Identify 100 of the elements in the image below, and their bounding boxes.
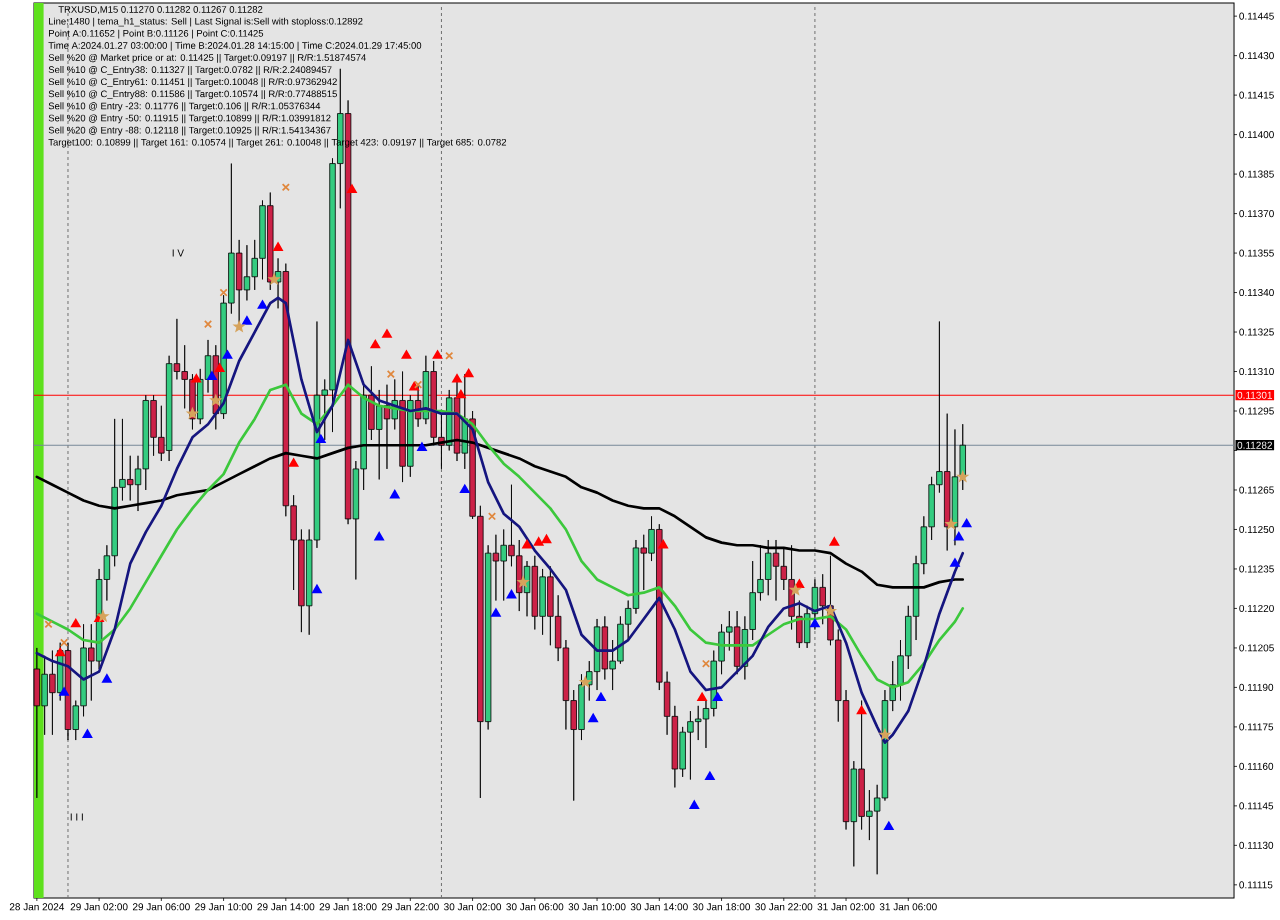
point: [312, 584, 322, 594]
point: [55, 647, 65, 657]
point: [445, 351, 454, 360]
point: [712, 692, 723, 702]
point: [459, 484, 470, 494]
y-tick-label: 0.11175: [1239, 723, 1274, 731]
point: [452, 374, 462, 383]
y-tick-label: 0.11370: [1239, 210, 1274, 218]
point: [541, 534, 552, 544]
point: [533, 537, 544, 546]
y-tick-label: 0.11235: [1239, 565, 1274, 573]
point: [794, 579, 805, 588]
point: [44, 620, 53, 629]
point: [97, 610, 109, 621]
x-tick-label: 30 Jan 22:00: [755, 903, 813, 911]
y-tick-label: 0.11340: [1239, 289, 1274, 297]
x-tick-label: 29 Jan 18:00: [319, 903, 377, 911]
x-tick-label: 30 Jan 10:00: [568, 903, 626, 911]
point: [517, 576, 529, 587]
y-tick-label: 0.11220: [1239, 604, 1274, 612]
annotation: Sell %10 @ C_Entry38: 0.11327 || Target:0.0782 || R/R:2.24089457: [48, 66, 332, 75]
x-tick-label: 29 Jan 02:00: [70, 903, 128, 911]
line-series: [35, 296, 965, 745]
x-tick-label: 30 Jan 02:00: [444, 903, 502, 911]
x-tick-label: 31 Jan 06:00: [879, 903, 937, 911]
point: [491, 608, 501, 617]
point: [59, 687, 69, 696]
y-tick-label: 0.11400: [1239, 131, 1274, 139]
annotation: Sell %10 @ C_Entry61: 0.11451 || Target:0.10048 || R/R:0.97362942: [48, 78, 337, 88]
point: [522, 539, 532, 549]
point: [347, 184, 357, 194]
point: [954, 531, 964, 541]
x-tick-label: 29 Jan 10:00: [195, 903, 253, 911]
point: [222, 350, 233, 359]
annotation: Sell %10 @ C_Entry88: 0.11586 || Target:0.10574 || R/R:0.77488515: [48, 90, 337, 100]
y-tick-label: 0.11385: [1239, 170, 1274, 178]
y-tick-label: 0.11325: [1239, 328, 1274, 336]
point: [374, 531, 384, 541]
point: [233, 321, 245, 332]
point: [187, 408, 198, 419]
point: [281, 183, 290, 192]
point: [689, 800, 700, 809]
y-tick-label: 0.11160: [1239, 762, 1274, 770]
x-tick-label: 30 Jan 18:00: [693, 903, 751, 911]
point: [316, 434, 326, 444]
annotation: Sell %20 @ Market price or at: 0.11425 || Target:0.09197 || R/R:1.51874574: [48, 53, 366, 63]
point: [414, 380, 423, 389]
point: [214, 363, 225, 373]
x-tick-label: 29 Jan 06:00: [132, 903, 190, 911]
y-tick-label: 0.11355: [1239, 249, 1274, 257]
point: [70, 618, 81, 628]
point: [879, 729, 891, 740]
annotation: Sell %10 @ Entry -23: 0.11776 || Target:0.106 || R/R:1.05376344: [48, 102, 321, 112]
x-tick-label: 28 Jan 2024: [9, 903, 65, 911]
point: [856, 705, 867, 715]
annotation: Sell %20 @ Entry -50: 0.11915 || Target:0.10899 || R/R:1.03991812: [48, 114, 331, 124]
point: [810, 618, 820, 628]
point: [596, 692, 606, 702]
y-tick-label: 0.11430: [1239, 52, 1274, 60]
point: [219, 288, 228, 297]
point: [884, 821, 894, 831]
point: [288, 458, 299, 467]
ref-line-label: 0.11282: [1237, 441, 1272, 449]
point: [386, 370, 395, 379]
y-tick-label: 0.11415: [1239, 91, 1274, 99]
point: [82, 729, 93, 738]
x-tick-label: 31 Jan 02:00: [817, 903, 875, 911]
point: [829, 537, 840, 546]
point: [961, 518, 972, 528]
point: [417, 442, 427, 451]
y-tick-label: 0.11250: [1239, 525, 1274, 534]
point: [432, 350, 443, 359]
point: [825, 605, 836, 616]
y-tick-label: 0.11115: [1239, 881, 1273, 889]
point: [697, 692, 707, 702]
annotation: Sell %20 @ Entry -88: 0.12118 || Target:0.10925 || R/R:1.54134367: [48, 126, 331, 136]
point: [588, 713, 598, 723]
point: [207, 371, 217, 380]
y-tick-label: 0.11205: [1239, 644, 1274, 652]
point: [273, 242, 283, 251]
point: [60, 638, 69, 647]
point: [191, 374, 202, 383]
annotation: TRXUSD,M15 0.11270 0.11282 0.11267 0.11282: [58, 6, 263, 14]
point: [463, 368, 474, 378]
ref-line-label: 0.11301: [1237, 391, 1273, 399]
point: [370, 339, 381, 349]
point: [580, 676, 591, 687]
point: [456, 389, 466, 399]
point: [389, 489, 400, 499]
point: [790, 584, 801, 595]
y-tick-label: 0.11295: [1239, 407, 1274, 415]
point: [701, 659, 711, 668]
point: [268, 273, 280, 284]
x-tick-label: 29 Jan 22:00: [381, 903, 439, 911]
y-tick-label: 0.11445: [1239, 12, 1274, 20]
x-tick-label: 29 Jan 14:00: [257, 903, 315, 911]
point: [401, 350, 412, 359]
point: [705, 771, 715, 781]
y-tick-label: 0.11145: [1239, 802, 1274, 810]
annotation: Time A:2024.01.27 03:00:00 | Time B:2024.01.28 14:15:00 | Time C:2024.01.29 17:45:00: [48, 41, 422, 51]
